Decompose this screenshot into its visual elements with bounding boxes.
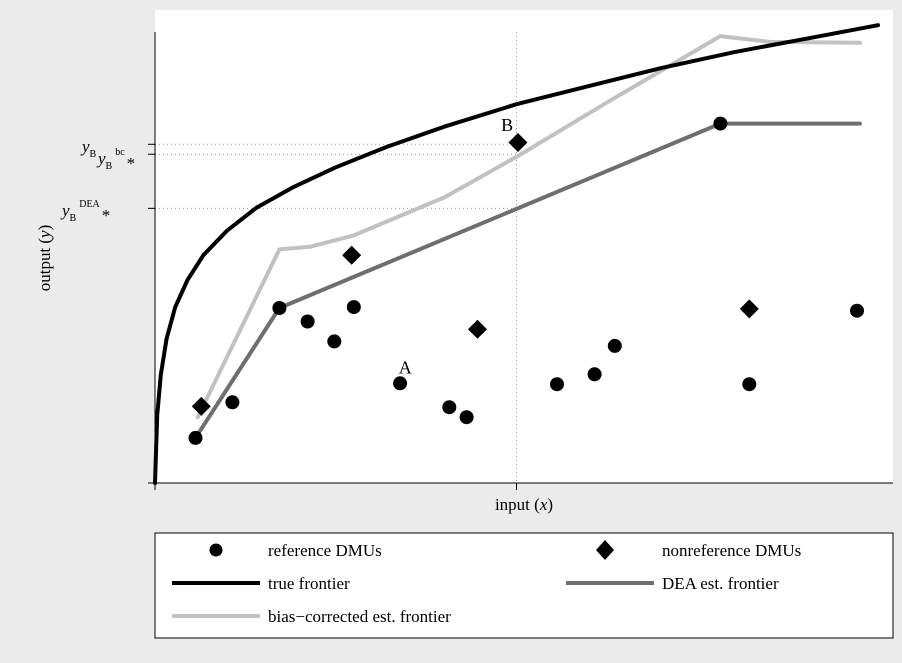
- y-tick-label-yB-dea: yBDEA*: [60, 199, 110, 225]
- nonreference-dmu-point: [508, 132, 528, 152]
- line-dea-est-frontier: [193, 121, 862, 440]
- y-tick-label-yB: yB: [80, 137, 97, 160]
- reference-dmu-point: [459, 410, 474, 425]
- legend-label-bias-corrected-frontier: bias−corrected est. frontier: [268, 607, 451, 626]
- legend-marker-reference-dmus: [209, 543, 223, 557]
- y-axis-title: output (y): [35, 225, 54, 292]
- reference-dmu-point: [300, 314, 315, 329]
- legend: reference DMUs nonreference DMUs true fr…: [154, 532, 894, 639]
- reference-dmu-point: [550, 377, 564, 392]
- legend-label-nonreference-dmus: nonreference DMUs: [662, 541, 801, 560]
- frontier-lines: [153, 23, 880, 485]
- point-label-A: A: [399, 357, 412, 377]
- nonreference-dmu-point: [467, 319, 487, 339]
- reference-dmu-point: [188, 430, 203, 445]
- reference-dmu-point: [607, 338, 622, 353]
- reference-dmu-point: [327, 334, 342, 349]
- legend-label-reference-dmus: reference DMUs: [268, 541, 382, 560]
- nonreference-dmu-point: [191, 396, 211, 416]
- reference-dmu-point: [272, 301, 287, 315]
- point-annotations: AB: [399, 115, 513, 378]
- reference-dmu-point: [442, 400, 457, 415]
- line-true-frontier: [153, 23, 880, 485]
- reference-dmu-point: [587, 367, 602, 382]
- legend-box: [154, 532, 894, 639]
- x-axis-title: input (x): [495, 495, 553, 514]
- nonreference-dmu-point: [739, 299, 759, 319]
- legend-label-dea-frontier: DEA est. frontier: [662, 574, 779, 593]
- line-bias-corrected-est-frontier: [195, 34, 862, 420]
- dmu-points: [188, 116, 864, 445]
- plot-area: [155, 10, 893, 483]
- reference-dmu-point: [850, 303, 864, 318]
- nonreference-dmu-point: [342, 245, 362, 265]
- legend-label-true-frontier: true frontier: [268, 574, 350, 593]
- y-tick-label-yB-bc: yBbc*: [96, 147, 135, 173]
- guide-lines: [155, 32, 517, 483]
- point-label-B: B: [501, 115, 513, 135]
- reference-dmu-point: [225, 395, 240, 410]
- legend-marker-nonreference-dmus: [596, 540, 614, 560]
- reference-dmu-point: [393, 376, 408, 391]
- axis-ticks: [148, 143, 517, 490]
- reference-dmu-point: [346, 300, 361, 315]
- reference-dmu-point: [713, 116, 728, 131]
- reference-dmu-point: [742, 377, 757, 392]
